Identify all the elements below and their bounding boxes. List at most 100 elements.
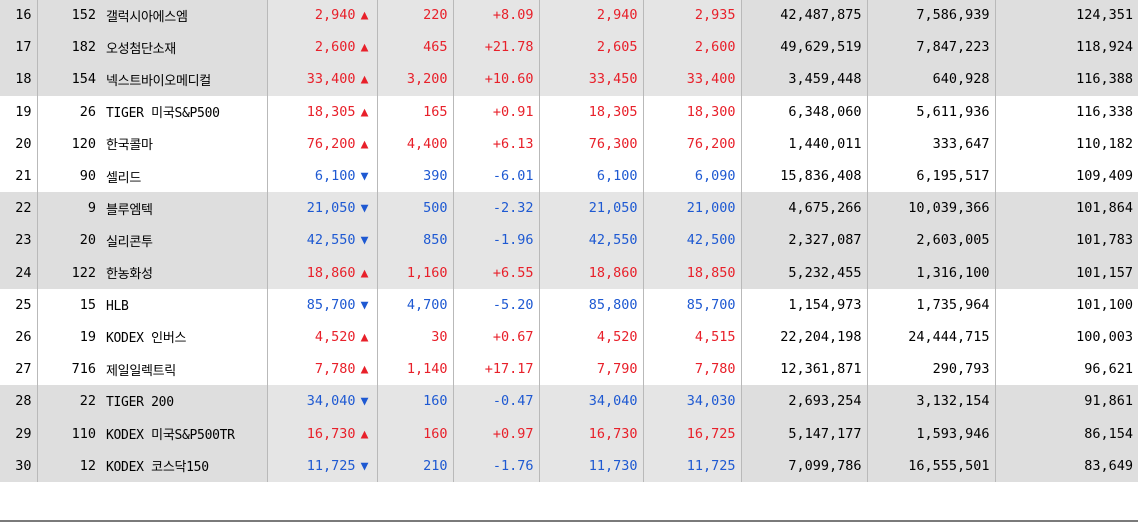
stock-name-cell[interactable]: 한국콜마 [101,127,268,160]
stock-name-cell[interactable]: KODEX 미국S&P500TR [101,417,268,450]
current-price: 11,725 [306,457,356,474]
buy-price-cell: 21,000 [643,192,742,225]
triangle-down-icon: ▼ [360,394,369,410]
triangle-up-icon: ▲ [360,362,369,378]
table-row[interactable]: 19 26 TIGER 미국S&P500 18,305 ▲ 165 +0.91 18,305 1… [0,95,1138,128]
table-row[interactable]: 24 122 한농화성 18,860 ▲ 1,160 +6.55 18,860 18,850 5,… [0,256,1138,289]
sell-price-cell: 18,305 [539,95,644,128]
stock-name[interactable]: KODEX 코스닥150 [106,460,209,476]
current-price: 16,730 [306,425,356,442]
triangle-up-icon: ▲ [360,265,369,281]
current-price: 21,050 [306,200,356,217]
table-row[interactable]: 21 90 셀리드 6,100 ▼ 390 -6.01 6,100 6,090 15,836,40… [0,159,1138,193]
stock-name[interactable]: 한국콜마 [106,138,153,154]
stock-name-cell[interactable]: 넥스트바이오메디컬 [101,63,268,96]
table-row[interactable]: 28 22 TIGER 200 34,040 ▼ 160 -0.47 34,040 34,030… [0,385,1138,418]
prev-volume-cell: 24,444,715 [867,320,996,354]
stock-name[interactable]: HLB [106,298,129,314]
table-row[interactable]: 29 110 KODEX 미국S&P500TR 16,730 ▲ 160 +0.97 16,7… [0,417,1138,450]
buy-price-cell: 76,200 [643,127,742,160]
stock-name[interactable]: KODEX 인버스 [106,331,187,347]
volume-cell: 1,154,973 [741,288,868,321]
stock-name[interactable]: KODEX 미국S&P500TR [106,428,235,444]
table-row[interactable]: 17 182 오성첨단소재 2,600 ▲ 465 +21.78 2,605 2,600 49,6… [0,31,1138,64]
prev-rank-cell: 110 [37,417,101,450]
table-row[interactable]: 16 152 갤럭시아에스엠 2,940 ▲ 220 +8.09 2,940 2,935 42,4… [0,0,1138,32]
change-rate-cell: -0.47 [453,385,540,418]
table-row[interactable]: 18 154 넥스트바이오메디컬 33,400 ▲ 3,200 +10.60 33,450 33… [0,63,1138,96]
change-rate-cell: -5.20 [453,288,540,321]
amount-cell: 83,649 [995,449,1138,482]
amount-cell: 101,864 [995,192,1138,225]
stock-name-cell[interactable]: 한농화성 [101,256,268,289]
prev-volume-cell: 2,603,005 [867,224,996,257]
amount-cell: 86,154 [995,417,1138,450]
volume-cell: 2,327,087 [741,224,868,257]
table-row[interactable]: 30 12 KODEX 코스닥150 11,725 ▼ 210 -1.76 11,730 11,… [0,449,1138,482]
prev-volume-cell: 640,928 [867,63,996,96]
current-price-cell: 42,550 ▼ [267,224,378,257]
table-row[interactable]: 20 120 한국콜마 76,200 ▲ 4,400 +6.13 76,300 76,200 1,… [0,127,1138,160]
prev-rank-cell: 9 [37,192,101,225]
change-cell: 465 [377,31,454,64]
current-price: 76,200 [306,135,356,152]
triangle-up-icon: ▲ [360,72,369,88]
table-row[interactable]: 26 19 KODEX 인버스 4,520 ▲ 30 +0.67 4,520 4,515 22,2… [0,320,1138,354]
table-bottom-border [0,520,1138,522]
stock-name-cell[interactable]: TIGER 미국S&P500 [101,95,268,128]
current-price-cell: 11,725 ▼ [267,449,378,482]
current-price: 7,780 [314,361,356,378]
stock-name-cell[interactable]: 오성첨단소재 [101,31,268,64]
change-cell: 4,400 [377,127,454,160]
table-row[interactable]: 27 716 제일일렉트릭 7,780 ▲ 1,140 +17.17 7,790 7,780 12… [0,353,1138,386]
stock-rows: 16 152 갤럭시아에스엠 2,940 ▲ 220 +8.09 2,940 2,935 42,4… [0,0,1138,482]
prev-volume-cell: 10,039,366 [867,192,996,225]
current-price-cell: 34,040 ▼ [267,385,378,418]
stock-name[interactable]: 오성첨단소재 [106,41,176,57]
stock-name-cell[interactable]: TIGER 200 [101,385,268,418]
stock-name-cell[interactable]: 셀리드 [101,159,268,193]
change-rate-cell: +21.78 [453,31,540,64]
current-price-cell: 4,520 ▲ [267,320,378,354]
change-rate-cell: -2.32 [453,192,540,225]
stock-name-cell[interactable]: KODEX 코스닥150 [101,449,268,482]
change-cell: 4,700 [377,288,454,321]
table-row[interactable]: 25 15 HLB 85,700 ▼ 4,700 -5.20 85,800 85,700 1,15… [0,288,1138,321]
rank-cell: 21 [0,159,38,193]
volume-cell: 15,836,408 [741,159,868,193]
table-row[interactable]: 23 20 실리콘투 42,550 ▼ 850 -1.96 42,550 42,500 2,327… [0,224,1138,257]
prev-rank-cell: 154 [37,63,101,96]
stock-name[interactable]: 넥스트바이오메디컬 [106,73,211,89]
volume-cell: 42,487,875 [741,0,868,32]
prev-volume-cell: 3,132,154 [867,385,996,418]
stock-name[interactable]: 갤럭시아에스엠 [106,9,188,25]
stock-name-cell[interactable]: HLB [101,288,268,321]
buy-price-cell: 4,515 [643,320,742,354]
current-price: 33,400 [306,71,356,88]
stock-name[interactable]: TIGER 200 [106,395,174,411]
volume-cell: 5,147,177 [741,417,868,450]
change-rate-cell: +0.67 [453,320,540,354]
stock-name[interactable]: 블루엠텍 [106,202,153,218]
stock-name-cell[interactable]: 갤럭시아에스엠 [101,0,268,32]
stock-name[interactable]: 셀리드 [106,170,141,186]
stock-name-cell[interactable]: 제일일렉트릭 [101,353,268,386]
prev-volume-cell: 290,793 [867,353,996,386]
current-price-cell: 21,050 ▼ [267,192,378,225]
stock-name[interactable]: TIGER 미국S&P500 [106,106,220,122]
stock-name[interactable]: 한농화성 [106,267,153,283]
table-row[interactable]: 22 9 블루엠텍 21,050 ▼ 500 -2.32 21,050 21,000 4,675,… [0,192,1138,225]
stock-name[interactable]: 실리콘투 [106,234,153,250]
triangle-up-icon: ▲ [360,104,369,120]
volume-cell: 1,440,011 [741,127,868,160]
stock-name-cell[interactable]: 블루엠텍 [101,192,268,225]
prev-rank-cell: 120 [37,127,101,160]
current-price: 18,860 [306,264,356,281]
stock-name[interactable]: 제일일렉트릭 [106,363,176,379]
sell-price-cell: 76,300 [539,127,644,160]
stock-name-cell[interactable]: KODEX 인버스 [101,320,268,354]
rank-cell: 19 [0,95,38,128]
stock-name-cell[interactable]: 실리콘투 [101,224,268,257]
prev-volume-cell: 333,647 [867,127,996,160]
current-price-cell: 6,100 ▼ [267,159,378,193]
